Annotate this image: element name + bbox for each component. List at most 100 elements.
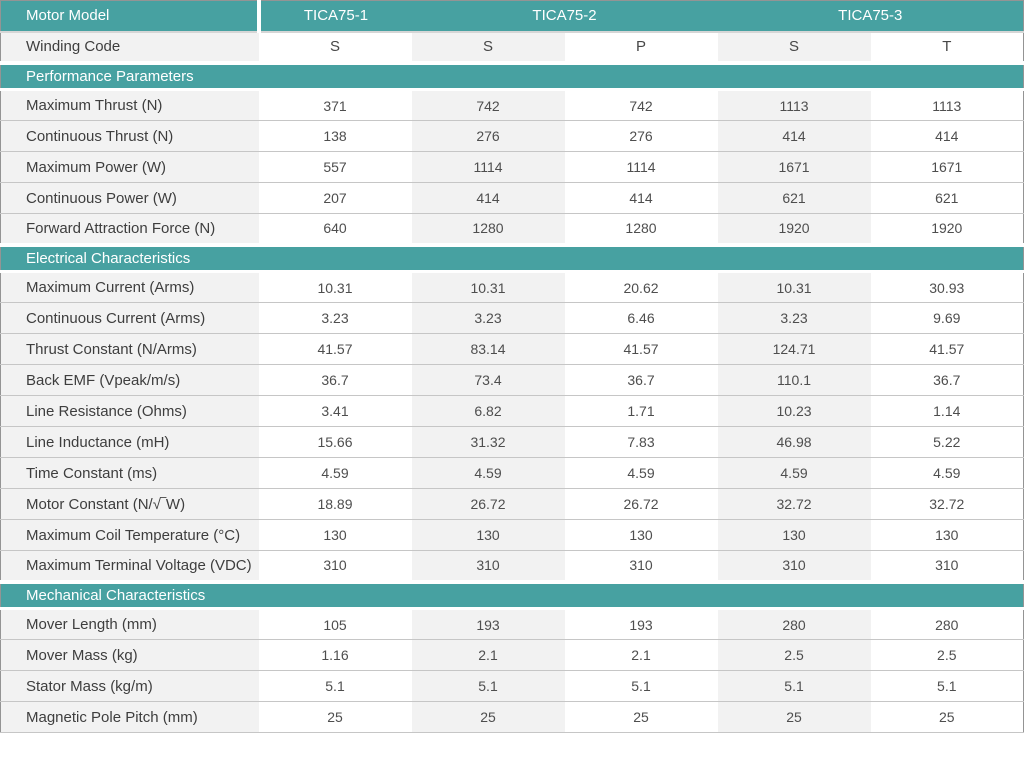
model-name-tica75-3: TICA75-3 <box>717 0 1024 33</box>
spec-row-maximum-current-arms: Maximum Current (Arms) 10.31 10.31 20.62 10.… <box>0 271 1024 303</box>
spec-value: 15.66 <box>258 426 412 458</box>
spec-row-label: Maximum Terminal Voltage (VDC) <box>0 550 259 582</box>
spec-row-forward-attraction-force-n: Forward Attraction Force (N) 640 1280 1280 1… <box>0 213 1024 245</box>
spec-value: 6.82 <box>411 395 565 427</box>
spec-row-label: Thrust Constant (N/Arms) <box>0 333 259 365</box>
spec-value: 4.59 <box>870 457 1024 489</box>
spec-value: 1671 <box>870 151 1024 183</box>
spec-row-stator-mass-kg-m: Stator Mass (kg/m) 5.1 5.1 5.1 5.1 5.1 <box>0 670 1024 702</box>
spec-value: 1671 <box>717 151 871 183</box>
spec-value: 83.14 <box>411 333 565 365</box>
winding-code-label: Winding Code <box>0 31 259 63</box>
spec-value: 4.59 <box>717 457 871 489</box>
model-name-tica75-1: TICA75-1 <box>258 0 412 33</box>
section-title: Performance Parameters <box>0 60 1024 91</box>
section-row-mechanical-characteristics: Mechanical Characteristics <box>0 579 1024 610</box>
spec-value: 1.14 <box>870 395 1024 427</box>
spec-value: 31.32 <box>411 426 565 458</box>
spec-row-continuous-power-w: Continuous Power (W) 207 414 414 621 621 <box>0 182 1024 214</box>
spec-value: 36.7 <box>258 364 412 396</box>
spec-value: 124.71 <box>717 333 871 365</box>
spec-value: 26.72 <box>564 488 718 520</box>
spec-value: 1114 <box>411 151 565 183</box>
spec-value: 25 <box>564 701 718 733</box>
spec-value: 1113 <box>717 89 871 121</box>
spec-value: 3.23 <box>717 302 871 334</box>
spec-value: 1.16 <box>258 639 412 671</box>
spec-row-maximum-power-w: Maximum Power (W) 557 1114 1114 1671 1671 <box>0 151 1024 183</box>
spec-row-continuous-current-arms: Continuous Current (Arms) 3.23 3.23 6.46 3.2… <box>0 302 1024 334</box>
spec-row-time-constant-ms: Time Constant (ms) 4.59 4.59 4.59 4.59 4.59 <box>0 457 1024 489</box>
spec-row-back-emf-vpeak-m-s: Back EMF (Vpeak/m/s) 36.7 73.4 36.7 110.1 36.… <box>0 364 1024 396</box>
spec-value: 10.31 <box>717 271 871 303</box>
spec-value: 36.7 <box>870 364 1024 396</box>
spec-row-continuous-thrust-n: Continuous Thrust (N) 138 276 276 414 414 <box>0 120 1024 152</box>
spec-value: 310 <box>717 550 871 582</box>
winding-code-value: S <box>411 31 565 63</box>
spec-value: 10.31 <box>258 271 412 303</box>
winding-code-value: S <box>717 31 871 63</box>
spec-value: 640 <box>258 213 412 245</box>
spec-row-label: Continuous Power (W) <box>0 182 259 214</box>
spec-value: 280 <box>870 608 1024 640</box>
spec-value: 130 <box>870 519 1024 551</box>
spec-value: 6.46 <box>564 302 718 334</box>
spec-value: 414 <box>717 120 871 152</box>
spec-value: 25 <box>258 701 412 733</box>
section-title: Mechanical Characteristics <box>0 579 1024 610</box>
spec-value: 10.23 <box>717 395 871 427</box>
spec-row-label: Line Resistance (Ohms) <box>0 395 259 427</box>
spec-value: 130 <box>258 519 412 551</box>
spec-value: 2.1 <box>564 639 718 671</box>
spec-value: 46.98 <box>717 426 871 458</box>
spec-value: 32.72 <box>870 488 1024 520</box>
spec-value: 310 <box>870 550 1024 582</box>
motor-spec-table: Motor Model TICA75-1 TICA75-2 TICA75-3 W… <box>0 0 1025 733</box>
spec-row-label: Mover Mass (kg) <box>0 639 259 671</box>
spec-value: 193 <box>564 608 718 640</box>
spec-value: 10.31 <box>411 271 565 303</box>
spec-value: 1.71 <box>564 395 718 427</box>
spec-value: 25 <box>411 701 565 733</box>
spec-row-maximum-thrust-n: Maximum Thrust (N) 371 742 742 1113 1113 <box>0 89 1024 121</box>
spec-value: 414 <box>870 120 1024 152</box>
spec-row-label: Line Inductance (mH) <box>0 426 259 458</box>
winding-code-value: P <box>564 31 718 63</box>
spec-value: 310 <box>258 550 412 582</box>
spec-value: 1114 <box>564 151 718 183</box>
spec-value: 5.1 <box>411 670 565 702</box>
spec-value: 5.1 <box>258 670 412 702</box>
spec-value: 2.5 <box>870 639 1024 671</box>
spec-value: 5.1 <box>564 670 718 702</box>
spec-value: 2.1 <box>411 639 565 671</box>
motor-model-label: Motor Model <box>0 0 261 33</box>
spec-value: 25 <box>717 701 871 733</box>
spec-row-label: Maximum Power (W) <box>0 151 259 183</box>
winding-code-value: T <box>870 31 1024 63</box>
spec-value: 310 <box>564 550 718 582</box>
spec-value: 371 <box>258 89 412 121</box>
spec-value: 4.59 <box>564 457 718 489</box>
spec-value: 5.1 <box>870 670 1024 702</box>
spec-value: 414 <box>411 182 565 214</box>
spec-row-label: Back EMF (Vpeak/m/s) <box>0 364 259 396</box>
spec-value: 207 <box>258 182 412 214</box>
spec-row-label: Time Constant (ms) <box>0 457 259 489</box>
spec-row-label: Motor Constant (N/√‾W) <box>0 488 259 520</box>
spec-value: 5.22 <box>870 426 1024 458</box>
spec-row-label: Mover Length (mm) <box>0 608 259 640</box>
spec-value: 557 <box>258 151 412 183</box>
spec-row-magnetic-pole-pitch-mm: Magnetic Pole Pitch (mm) 25 25 25 25 25 <box>0 701 1024 733</box>
spec-value: 1113 <box>870 89 1024 121</box>
spec-value: 276 <box>411 120 565 152</box>
spec-value: 130 <box>717 519 871 551</box>
spec-value: 1920 <box>870 213 1024 245</box>
spec-row-label: Magnetic Pole Pitch (mm) <box>0 701 259 733</box>
section-row-performance-parameters: Performance Parameters <box>0 60 1024 91</box>
spec-value: 1920 <box>717 213 871 245</box>
spec-value: 4.59 <box>411 457 565 489</box>
spec-value: 193 <box>411 608 565 640</box>
spec-value: 742 <box>411 89 565 121</box>
spec-value: 5.1 <box>717 670 871 702</box>
spec-value: 41.57 <box>564 333 718 365</box>
